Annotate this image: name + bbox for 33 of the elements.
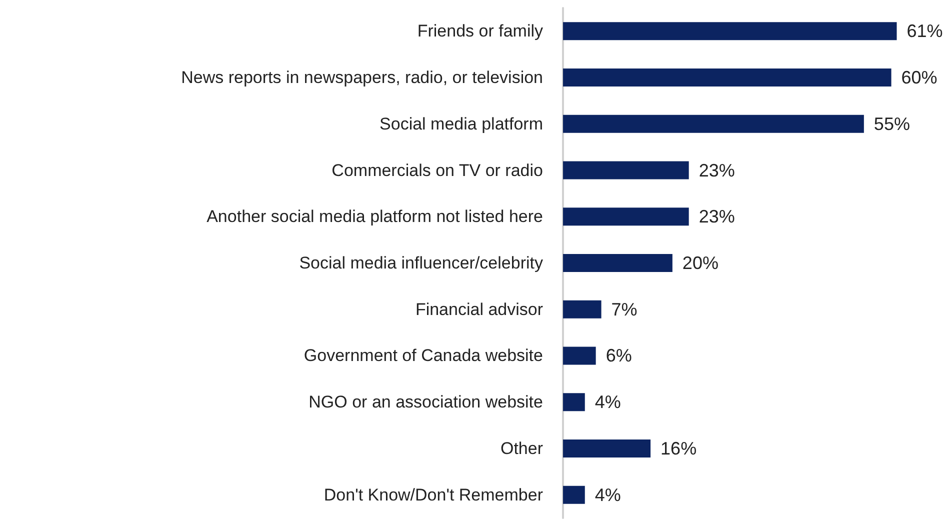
bar xyxy=(563,300,602,318)
data-label: 6% xyxy=(606,346,632,366)
y-tick-label: Social media influencer/celebrity xyxy=(299,254,544,272)
y-tick-label: Government of Canada website xyxy=(304,346,543,366)
y-tick-label: Social media platform xyxy=(380,114,543,134)
data-label: 55% xyxy=(874,114,910,134)
bar xyxy=(563,22,897,40)
bar xyxy=(563,254,672,272)
y-tick-label: NGO or an association website xyxy=(308,392,543,412)
y-tick-label: Financial advisor xyxy=(415,300,544,319)
bar xyxy=(563,68,892,87)
y-tick-label: News reports in newspapers, radio, or television xyxy=(181,68,543,88)
y-tick-label: Commercials on TV or radio xyxy=(332,160,543,180)
y-tick-label: Friends or family xyxy=(417,22,544,41)
data-label: 20% xyxy=(682,253,718,273)
bar xyxy=(563,346,596,365)
y-tick-label: Other xyxy=(500,438,544,458)
data-label: 61% xyxy=(906,21,943,42)
data-label: 23% xyxy=(698,206,735,227)
bar xyxy=(563,161,689,180)
data-label: 7% xyxy=(611,299,638,320)
bar xyxy=(563,439,651,458)
y-tick-label: Don't Know/Don't Remember xyxy=(324,485,544,504)
bar xyxy=(563,393,585,412)
data-label: 60% xyxy=(901,68,938,88)
bar xyxy=(563,114,864,133)
data-label: 4% xyxy=(594,484,621,505)
data-label: 4% xyxy=(594,392,621,412)
bar xyxy=(563,486,585,504)
data-label: 23% xyxy=(698,160,735,180)
bar xyxy=(563,208,689,226)
data-label: 16% xyxy=(660,438,697,458)
y-tick-label: Another social media platform not listed here xyxy=(206,207,543,226)
